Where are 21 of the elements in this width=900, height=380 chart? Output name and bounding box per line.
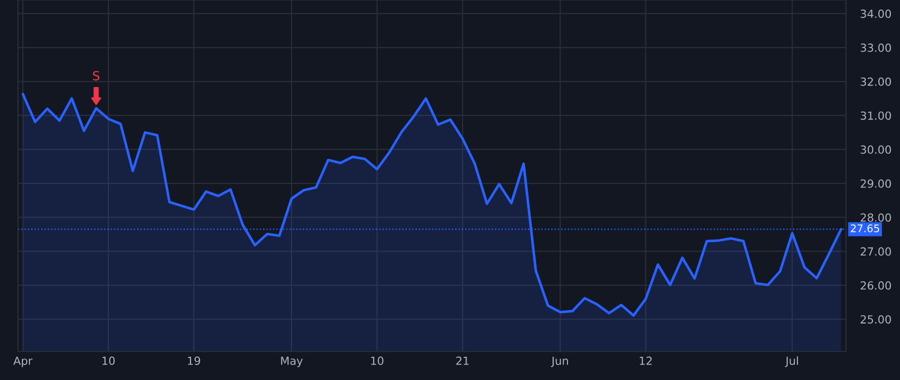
annotation: S — [93, 70, 100, 80]
y-tick-label: 31.00 — [860, 111, 891, 120]
x-tick-label: Jun — [550, 356, 568, 368]
y-tick-label: 29.00 — [860, 179, 891, 188]
x-tick-label: 19 — [188, 356, 200, 365]
y-tick-label: 28.00 — [860, 213, 891, 222]
x-tick-label: 21 — [456, 356, 469, 365]
x-tick-label: 10 — [371, 356, 384, 365]
x-tick-label: 10 — [102, 356, 115, 365]
y-tick-label: 27.00 — [860, 247, 891, 256]
x-tick-label: May — [281, 356, 303, 368]
y-tick-label: 25.00 — [860, 315, 891, 324]
y-tick-label: 33.00 — [860, 44, 891, 52]
y-tick-label: 34.00 — [860, 10, 891, 18]
x-tick-label: Apr — [13, 356, 32, 368]
x-tick-label: Jul — [784, 356, 798, 368]
y-tick-label: 26.00 — [860, 281, 891, 290]
y-tick-label: 32.00 — [860, 77, 891, 86]
ref-line-label: 27.65 — [850, 224, 880, 232]
x-tick-label: 12 — [640, 356, 652, 365]
y-tick-label: 30.00 — [860, 145, 891, 154]
